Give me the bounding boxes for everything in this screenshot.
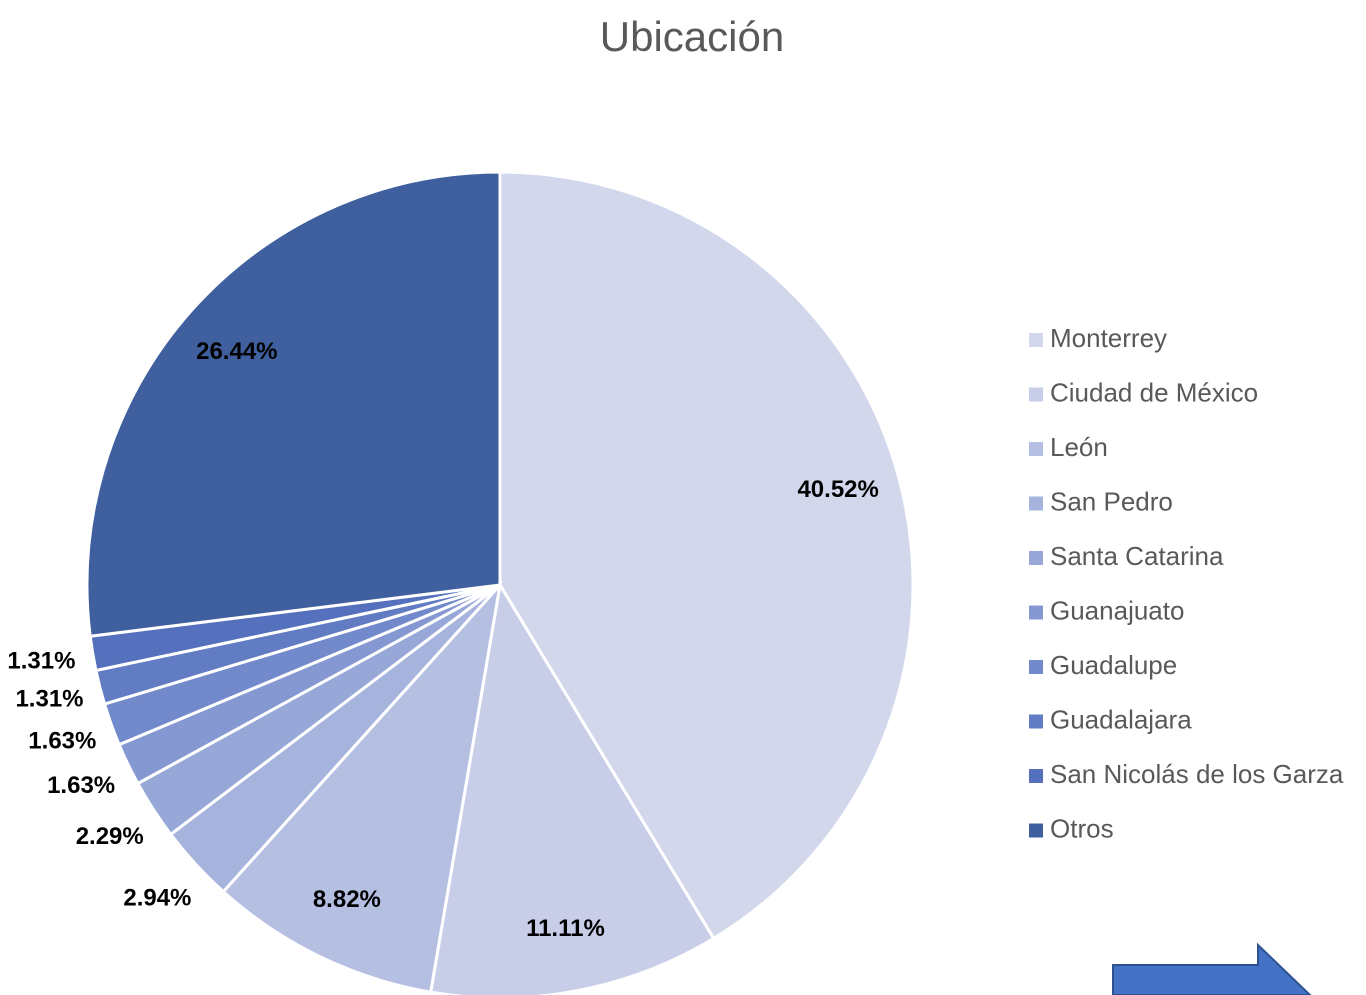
legend-label: Santa Catarina — [1050, 541, 1224, 571]
chart-title: Ubicación — [600, 13, 784, 60]
data-label: 1.31% — [15, 686, 83, 713]
legend-swatch — [1029, 660, 1043, 674]
legend-label: Otros — [1050, 813, 1114, 843]
data-label: 26.44% — [196, 338, 277, 365]
data-label: 8.82% — [313, 886, 381, 913]
legend: Monterrey Ciudad de México León San Pedro Sa… — [1029, 323, 1344, 843]
data-label: 1.63% — [28, 727, 96, 754]
pie-slice — [221, 580, 503, 994]
legend-label: San Pedro — [1050, 486, 1173, 516]
pie-slice — [498, 170, 915, 941]
legend-label: Ciudad de México — [1050, 377, 1258, 407]
legend-label: Guadalupe — [1050, 650, 1177, 680]
pie-slice — [428, 580, 716, 995]
legend-swatch — [1029, 496, 1043, 511]
pie-slice — [85, 170, 502, 638]
legend-label: Guanajuato — [1050, 595, 1184, 625]
legend-swatch — [1029, 714, 1043, 729]
legend-label: San Nicolás de los Garza — [1050, 759, 1344, 789]
legend-swatch — [1029, 442, 1043, 456]
data-label: 1.31% — [7, 647, 75, 674]
data-label: 1.63% — [47, 772, 115, 799]
legend-swatch — [1029, 769, 1043, 783]
data-label: 11.11% — [526, 915, 605, 942]
legend-swatch — [1029, 387, 1043, 402]
legend-swatch — [1029, 551, 1043, 565]
arrow-button[interactable] — [1112, 942, 1312, 995]
legend-swatch — [1029, 605, 1043, 620]
data-label: 2.29% — [76, 823, 144, 850]
pie — [85, 170, 915, 995]
legend-label: Monterrey — [1050, 323, 1167, 353]
legend-swatch — [1029, 333, 1043, 347]
data-label: 40.52% — [797, 476, 878, 503]
legend-label: Guadalajara — [1050, 704, 1192, 734]
legend-label: León — [1050, 432, 1108, 462]
legend-swatch — [1029, 823, 1043, 838]
data-label: 2.94% — [123, 885, 191, 912]
data-labels: 40.52% 11.11% 8.82% 2.94% 2.29% 1.63% 1.63% 1.3… — [7, 338, 878, 942]
